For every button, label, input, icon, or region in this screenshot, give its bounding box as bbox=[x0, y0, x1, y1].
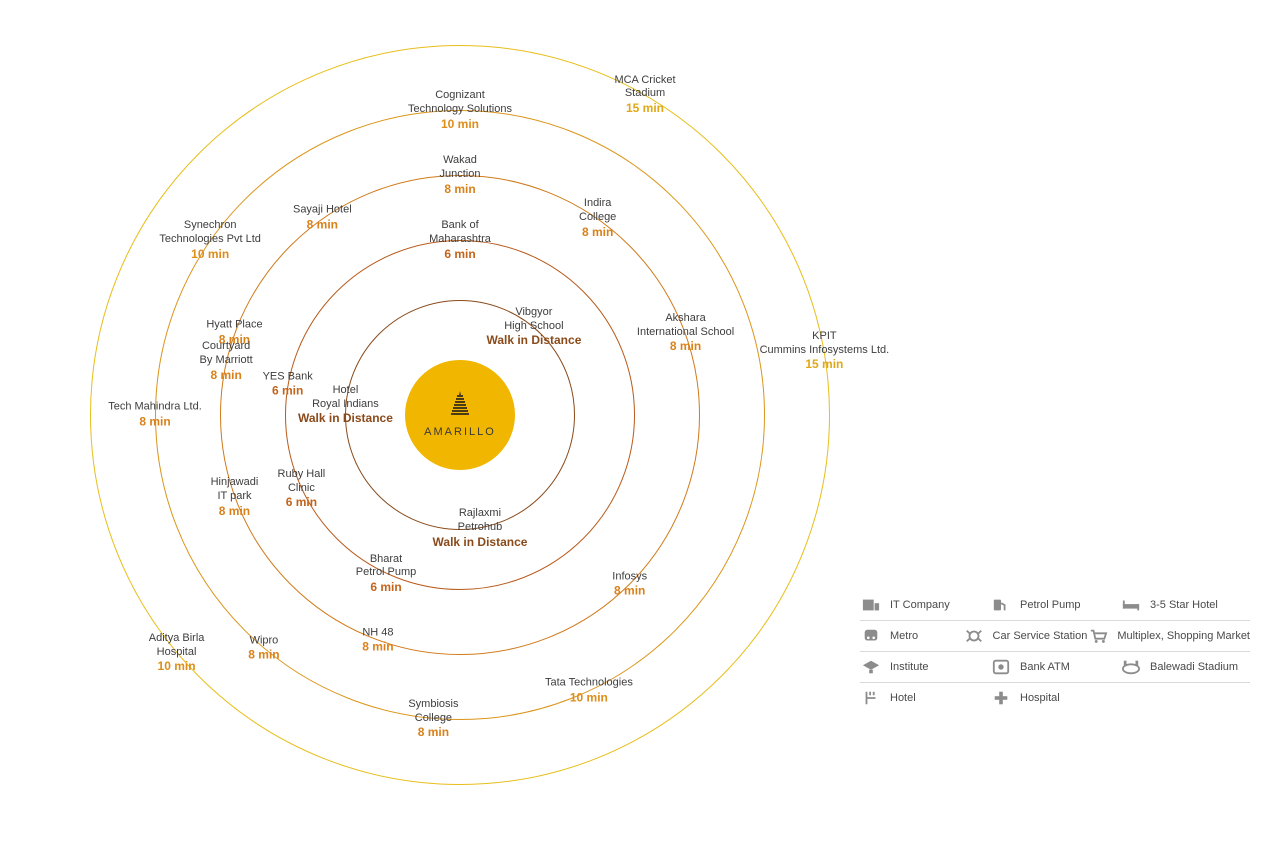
building-icon bbox=[860, 596, 882, 614]
legend-cell: Institute bbox=[860, 658, 990, 676]
legend-row: Metro Car Service Station Multiplex, Shopp… bbox=[860, 621, 1250, 652]
institute-icon bbox=[860, 658, 882, 676]
service-icon bbox=[963, 627, 985, 645]
poi-label: Wipro8 min bbox=[248, 634, 279, 663]
poi-label: WakadJunction8 min bbox=[440, 154, 481, 197]
poi-label: IndiraCollege8 min bbox=[579, 197, 616, 240]
poi-label: VibgyorHigh SchoolWalk in Distance bbox=[486, 306, 581, 349]
poi-label: AksharaInternational School8 min bbox=[637, 312, 734, 355]
poi-label: SymbiosisCollege8 min bbox=[408, 698, 458, 741]
atm-icon bbox=[990, 658, 1012, 676]
poi-label: Aditya BirlaHospital10 min bbox=[149, 632, 205, 675]
legend-cell: Metro bbox=[860, 627, 963, 645]
hotel-icon bbox=[860, 689, 882, 707]
poi-label: Sayaji Hotel8 min bbox=[293, 204, 352, 233]
amarillo-tower-icon bbox=[449, 391, 471, 422]
radial-distance-diagram: AMARILLO VibgyorHigh SchoolWalk in Dista… bbox=[0, 0, 900, 843]
poi-label: Tech Mahindra Ltd.8 min bbox=[108, 401, 202, 430]
poi-label: KPITCummins Infosystems Ltd.15 min bbox=[760, 330, 890, 373]
legend-cell bbox=[1120, 689, 1250, 707]
legend-label: Balewadi Stadium bbox=[1150, 661, 1238, 673]
poi-label: CognizantTechnology Solutions10 min bbox=[408, 89, 512, 132]
poi-label: MCA CricketStadium15 min bbox=[614, 73, 675, 116]
legend-cell: Hospital bbox=[990, 689, 1120, 707]
legend-label: IT Company bbox=[890, 599, 950, 611]
legend-cell: Balewadi Stadium bbox=[1120, 658, 1250, 676]
poi-label: Infosys8 min bbox=[612, 570, 647, 599]
legend-label: Multiplex, Shopping Market bbox=[1117, 630, 1250, 642]
center-logo-badge: AMARILLO bbox=[405, 360, 515, 470]
stadium-icon bbox=[1120, 658, 1142, 676]
legend-cell: Hotel bbox=[860, 689, 990, 707]
legend-cell: Multiplex, Shopping Market bbox=[1087, 627, 1250, 645]
poi-label: YES Bank6 min bbox=[263, 370, 313, 399]
legend: IT Company Petrol Pump 3-5 Star Hotel Metro… bbox=[860, 590, 1250, 713]
legend-label: Hospital bbox=[1020, 692, 1060, 704]
legend-cell: 3-5 Star Hotel bbox=[1120, 596, 1250, 614]
legend-label: Hotel bbox=[890, 692, 916, 704]
legend-label: Petrol Pump bbox=[1020, 599, 1081, 611]
legend-cell: Petrol Pump bbox=[990, 596, 1120, 614]
poi-label: BharatPetrol Pump6 min bbox=[356, 552, 417, 595]
legend-label: 3-5 Star Hotel bbox=[1150, 599, 1218, 611]
poi-label: Tata Technologies10 min bbox=[545, 677, 633, 706]
legend-row: IT Company Petrol Pump 3-5 Star Hotel bbox=[860, 590, 1250, 621]
poi-label: NH 488 min bbox=[362, 626, 393, 655]
legend-row: Hotel Hospital bbox=[860, 683, 1250, 713]
poi-label: Ruby HallClinic6 min bbox=[278, 468, 326, 511]
legend-label: Car Service Station bbox=[993, 630, 1088, 642]
legend-label: Institute bbox=[890, 661, 929, 673]
legend-cell: IT Company bbox=[860, 596, 990, 614]
center-logo-text: AMARILLO bbox=[424, 426, 496, 438]
pump-icon bbox=[990, 596, 1012, 614]
legend-row: Institute Bank ATM Balewadi Stadium bbox=[860, 652, 1250, 683]
poi-label: CourtyardBy Marriott8 min bbox=[200, 340, 253, 383]
poi-label: HinjawadiIT park8 min bbox=[211, 476, 259, 519]
legend-cell: Car Service Station bbox=[963, 627, 1088, 645]
cart-icon bbox=[1087, 627, 1109, 645]
poi-label: RajlaxmiPetrohubWalk in Distance bbox=[433, 507, 528, 550]
poi-label: SynechronTechnologies Pvt Ltd10 min bbox=[159, 219, 261, 262]
legend-label: Metro bbox=[890, 630, 918, 642]
hospital-icon bbox=[990, 689, 1012, 707]
bed-icon bbox=[1120, 596, 1142, 614]
legend-label: Bank ATM bbox=[1020, 661, 1070, 673]
poi-label: Bank ofMaharashtra6 min bbox=[429, 219, 491, 262]
legend-cell: Bank ATM bbox=[990, 658, 1120, 676]
metro-icon bbox=[860, 627, 882, 645]
